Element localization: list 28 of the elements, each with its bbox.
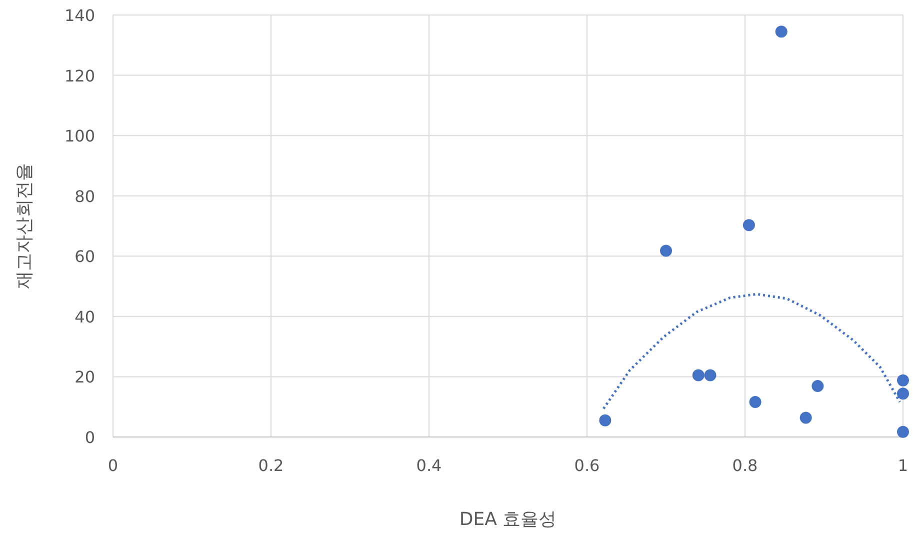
point (800, 412, 812, 424)
point (704, 369, 716, 382)
x-tick-label: 0.4 (416, 456, 442, 475)
point (742, 219, 755, 232)
y-tick-label: 40 (74, 307, 95, 326)
y-tick-label: 20 (74, 368, 95, 387)
y-tick-label: 120 (64, 66, 95, 86)
y-axis-title: 재고자산회전율 (14, 163, 35, 289)
point (897, 374, 909, 386)
y-tick-label: 0 (84, 428, 95, 447)
x-tick-label: 0.8 (732, 456, 758, 475)
point (812, 380, 824, 392)
y-tick-label: 60 (74, 247, 95, 266)
x-tick-label: 0.6 (574, 456, 600, 475)
point (599, 414, 612, 426)
point (749, 396, 762, 408)
x-tick-label: 1 (898, 456, 908, 475)
x-axis-title: DEA 효율성 (459, 509, 557, 530)
x-tick-label: 0 (108, 456, 118, 475)
point (692, 369, 704, 382)
point (660, 244, 672, 257)
point (775, 26, 788, 38)
x-tick-label: 0.2 (258, 456, 284, 475)
y-tick-label: 140 (64, 6, 95, 25)
point (897, 388, 909, 400)
point (897, 426, 909, 438)
y-tick-label: 100 (64, 126, 95, 146)
y-tick-label: 80 (74, 186, 95, 206)
